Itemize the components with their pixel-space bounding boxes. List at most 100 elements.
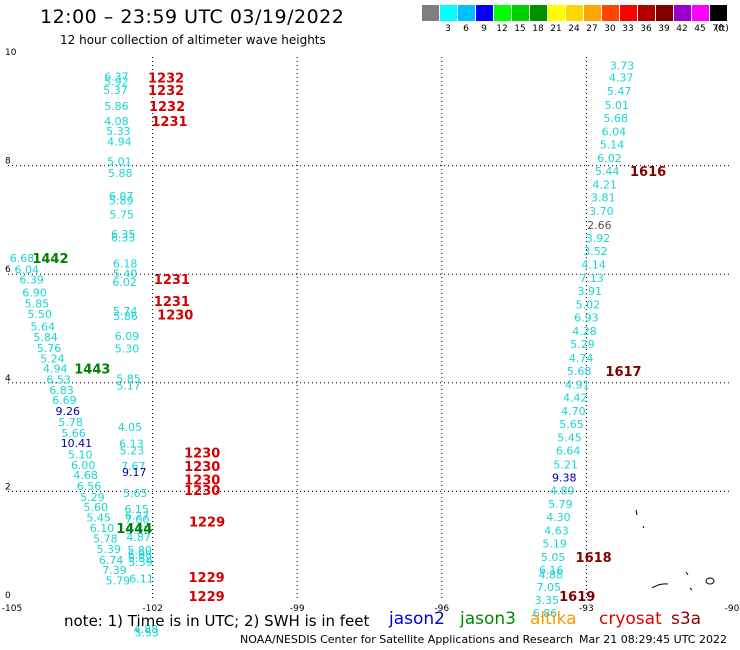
wave-height-label: 5.01 [605, 99, 630, 112]
legend-swatch [692, 5, 709, 21]
wave-height-label: 7.39 [102, 564, 127, 577]
wave-height-label: 9.26 [56, 405, 81, 418]
wave-height-label: 5.39 [128, 556, 153, 569]
pass-time-label: 1616 [630, 165, 666, 180]
wave-height-label: 5.53 [135, 627, 160, 640]
legend-label: 27 [586, 24, 598, 34]
wave-height-label: 5.66 [61, 427, 86, 440]
wave-height-label: 5.19 [542, 538, 567, 551]
pass-time-label: 1229 [188, 590, 224, 605]
wave-height-label: 6.10 [90, 522, 115, 535]
wave-height-label: 5.86 [113, 310, 138, 323]
wave-height-label: 4.74 [569, 352, 594, 365]
wave-height-label: 5.10 [68, 448, 93, 461]
legend-swatch [638, 5, 655, 21]
wave-height-label: 4.89 [550, 484, 575, 497]
updated-timestamp: Mar 21 08:29:45 UTC 2022 [579, 633, 727, 646]
legend-label: 21 [550, 24, 562, 34]
coast-fragment [642, 525, 645, 529]
pass-time-label: 1231 [154, 273, 190, 288]
wave-height-label: 4.63 [544, 524, 569, 537]
wave-height-label: 6.69 [52, 394, 77, 407]
wave-height-label: 3.52 [583, 245, 608, 258]
legend-swatch [656, 5, 673, 21]
legend-swatch [512, 5, 529, 21]
legend-label: 12 [496, 24, 508, 34]
legend-label: 36 [640, 24, 652, 34]
wave-height-label: 3.92 [586, 232, 611, 245]
mission-name: s3a [671, 609, 702, 629]
wave-height-label: 5.98 [128, 548, 153, 561]
legend-swatch [476, 5, 493, 21]
color-legend: 3 6 9 12 15 18 21 24 27 30 33 36 39 42 45 70 (ft) [422, 5, 729, 37]
legend-label: 18 [532, 24, 544, 34]
wave-height-label: 5.60 [83, 501, 108, 514]
wave-height-label: 6.64 [556, 445, 581, 458]
legend-swatch [620, 5, 637, 21]
pass-time-labels: 1232123212321231123112311230123012301230… [32, 72, 666, 606]
wave-height-label: 4.94 [107, 136, 132, 149]
legend-swatch [674, 5, 691, 21]
y-tick-label: 6 [5, 265, 11, 275]
wave-height-label: 4.70 [561, 405, 586, 418]
wave-height-label: 5.84 [33, 331, 58, 344]
wave-height-label: 5.45 [557, 432, 582, 445]
y-tick-label: 8 [5, 157, 11, 167]
page-subtitle: 12 hour collection of altimeter wave hei… [60, 33, 326, 47]
wave-height-label: 4.28 [572, 325, 597, 338]
wave-height-label: 5.45 [86, 511, 111, 524]
legend-label: 9 [481, 24, 487, 34]
pass-time-label: 1442 [32, 252, 68, 267]
wave-height-label: 4.91 [565, 378, 590, 391]
wave-height-label: 5.65 [559, 418, 584, 431]
wave-height-label: 6.15 [124, 503, 149, 516]
credit-text: NOAA/NESDIS Center for Satellite Applica… [240, 633, 574, 646]
wave-height-label: 9.17 [122, 466, 147, 479]
legend-label: 24 [568, 24, 580, 34]
wave-height-label: 2.66 [587, 219, 612, 232]
coast-fragment [635, 509, 638, 516]
wave-height-label: 5.82 [128, 552, 153, 565]
legend-swatch [530, 5, 547, 21]
wave-height-label: 5.02 [576, 299, 601, 312]
wave-height-label: 5.52 [126, 524, 151, 537]
legend-swatch [422, 5, 439, 21]
wave-height-label: 5.78 [58, 416, 83, 429]
wave-height-label: 5.68 [567, 365, 592, 378]
wave-height-label: 6.16 [539, 564, 564, 577]
wave-height-label: 4.88 [134, 623, 159, 636]
x-tick-label: -99 [290, 604, 305, 614]
wave-height-label: 3.81 [591, 192, 616, 205]
wave-height-label: 5.80 [127, 544, 152, 557]
y-tick-label: 10 [5, 48, 17, 58]
wave-height-label: 5.68 [604, 112, 629, 125]
pass-time-label: 1444 [116, 522, 152, 537]
wave-height-label: 6.00 [71, 459, 96, 472]
wave-height-label: 6.86 [533, 607, 558, 620]
legend-label: 45 [694, 24, 706, 34]
page-title: 12:00 – 23:59 UTC 03/19/2022 [40, 6, 345, 28]
wave-height-label: 5.85 [116, 372, 141, 385]
legend-label: 15 [514, 24, 526, 34]
wave-height-label: 6.04 [15, 263, 40, 276]
legend-swatch [494, 5, 511, 21]
wave-height-label: 4.21 [592, 179, 617, 192]
x-tick-label: -96 [434, 604, 449, 614]
legend-label: 39 [658, 24, 670, 34]
wave-height-label: 5.79 [548, 498, 573, 511]
legend-swatch [440, 5, 457, 21]
wave-height-label: 5.29 [570, 338, 595, 351]
coast-fragment [689, 587, 693, 591]
wave-height-label: 6.18 [113, 257, 138, 270]
wave-height-label: 6.35 [111, 228, 136, 241]
pass-time-label: 1617 [605, 365, 641, 380]
wave-height-label: 5.88 [108, 167, 133, 180]
legend-swatch [710, 5, 727, 21]
wave-height-label: 3.73 [610, 60, 635, 73]
pass-time-label: 1229 [188, 571, 224, 586]
pass-time-label: 1232 [148, 84, 184, 99]
wave-height-label: 5.01 [107, 155, 132, 168]
wave-height-label: 6.68 [10, 252, 35, 265]
wave-height-label: 6.09 [115, 330, 140, 343]
wave-height-label: 5.37 [103, 84, 128, 97]
